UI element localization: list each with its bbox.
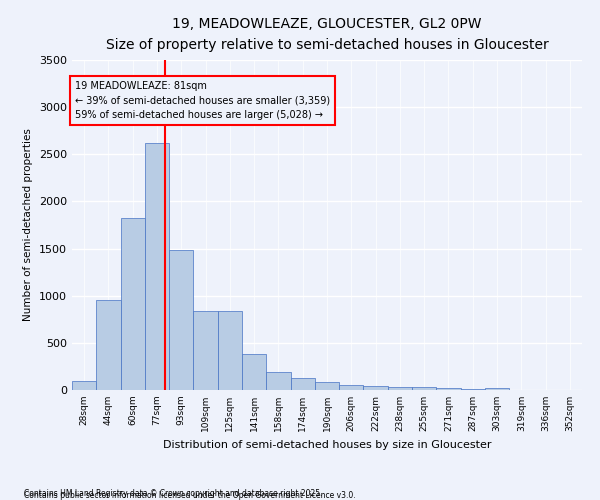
Bar: [121, 218, 145, 390]
Bar: [315, 382, 339, 390]
Bar: [364, 386, 388, 390]
Bar: [266, 372, 290, 390]
Bar: [72, 380, 96, 390]
Text: 19 MEADOWLEAZE: 81sqm
← 39% of semi-detached houses are smaller (3,359)
59% of s: 19 MEADOWLEAZE: 81sqm ← 39% of semi-deta…: [75, 80, 330, 120]
Text: Contains public sector information licensed under the Open Government Licence v3: Contains public sector information licen…: [24, 491, 356, 500]
Bar: [218, 311, 242, 390]
Bar: [290, 378, 315, 390]
Bar: [242, 354, 266, 390]
Title: 19, MEADOWLEAZE, GLOUCESTER, GL2 0PW
Size of property relative to semi-detached : 19, MEADOWLEAZE, GLOUCESTER, GL2 0PW Siz…: [106, 18, 548, 52]
Text: Contains HM Land Registry data © Crown copyright and database right 2025.: Contains HM Land Registry data © Crown c…: [24, 488, 323, 498]
Bar: [339, 385, 364, 390]
Bar: [485, 388, 509, 390]
Bar: [193, 311, 218, 390]
Y-axis label: Number of semi-detached properties: Number of semi-detached properties: [23, 128, 34, 322]
Bar: [436, 388, 461, 390]
Bar: [461, 389, 485, 390]
X-axis label: Distribution of semi-detached houses by size in Gloucester: Distribution of semi-detached houses by …: [163, 440, 491, 450]
Bar: [412, 387, 436, 390]
Bar: [169, 250, 193, 390]
Bar: [388, 388, 412, 390]
Bar: [145, 143, 169, 390]
Bar: [96, 300, 121, 390]
